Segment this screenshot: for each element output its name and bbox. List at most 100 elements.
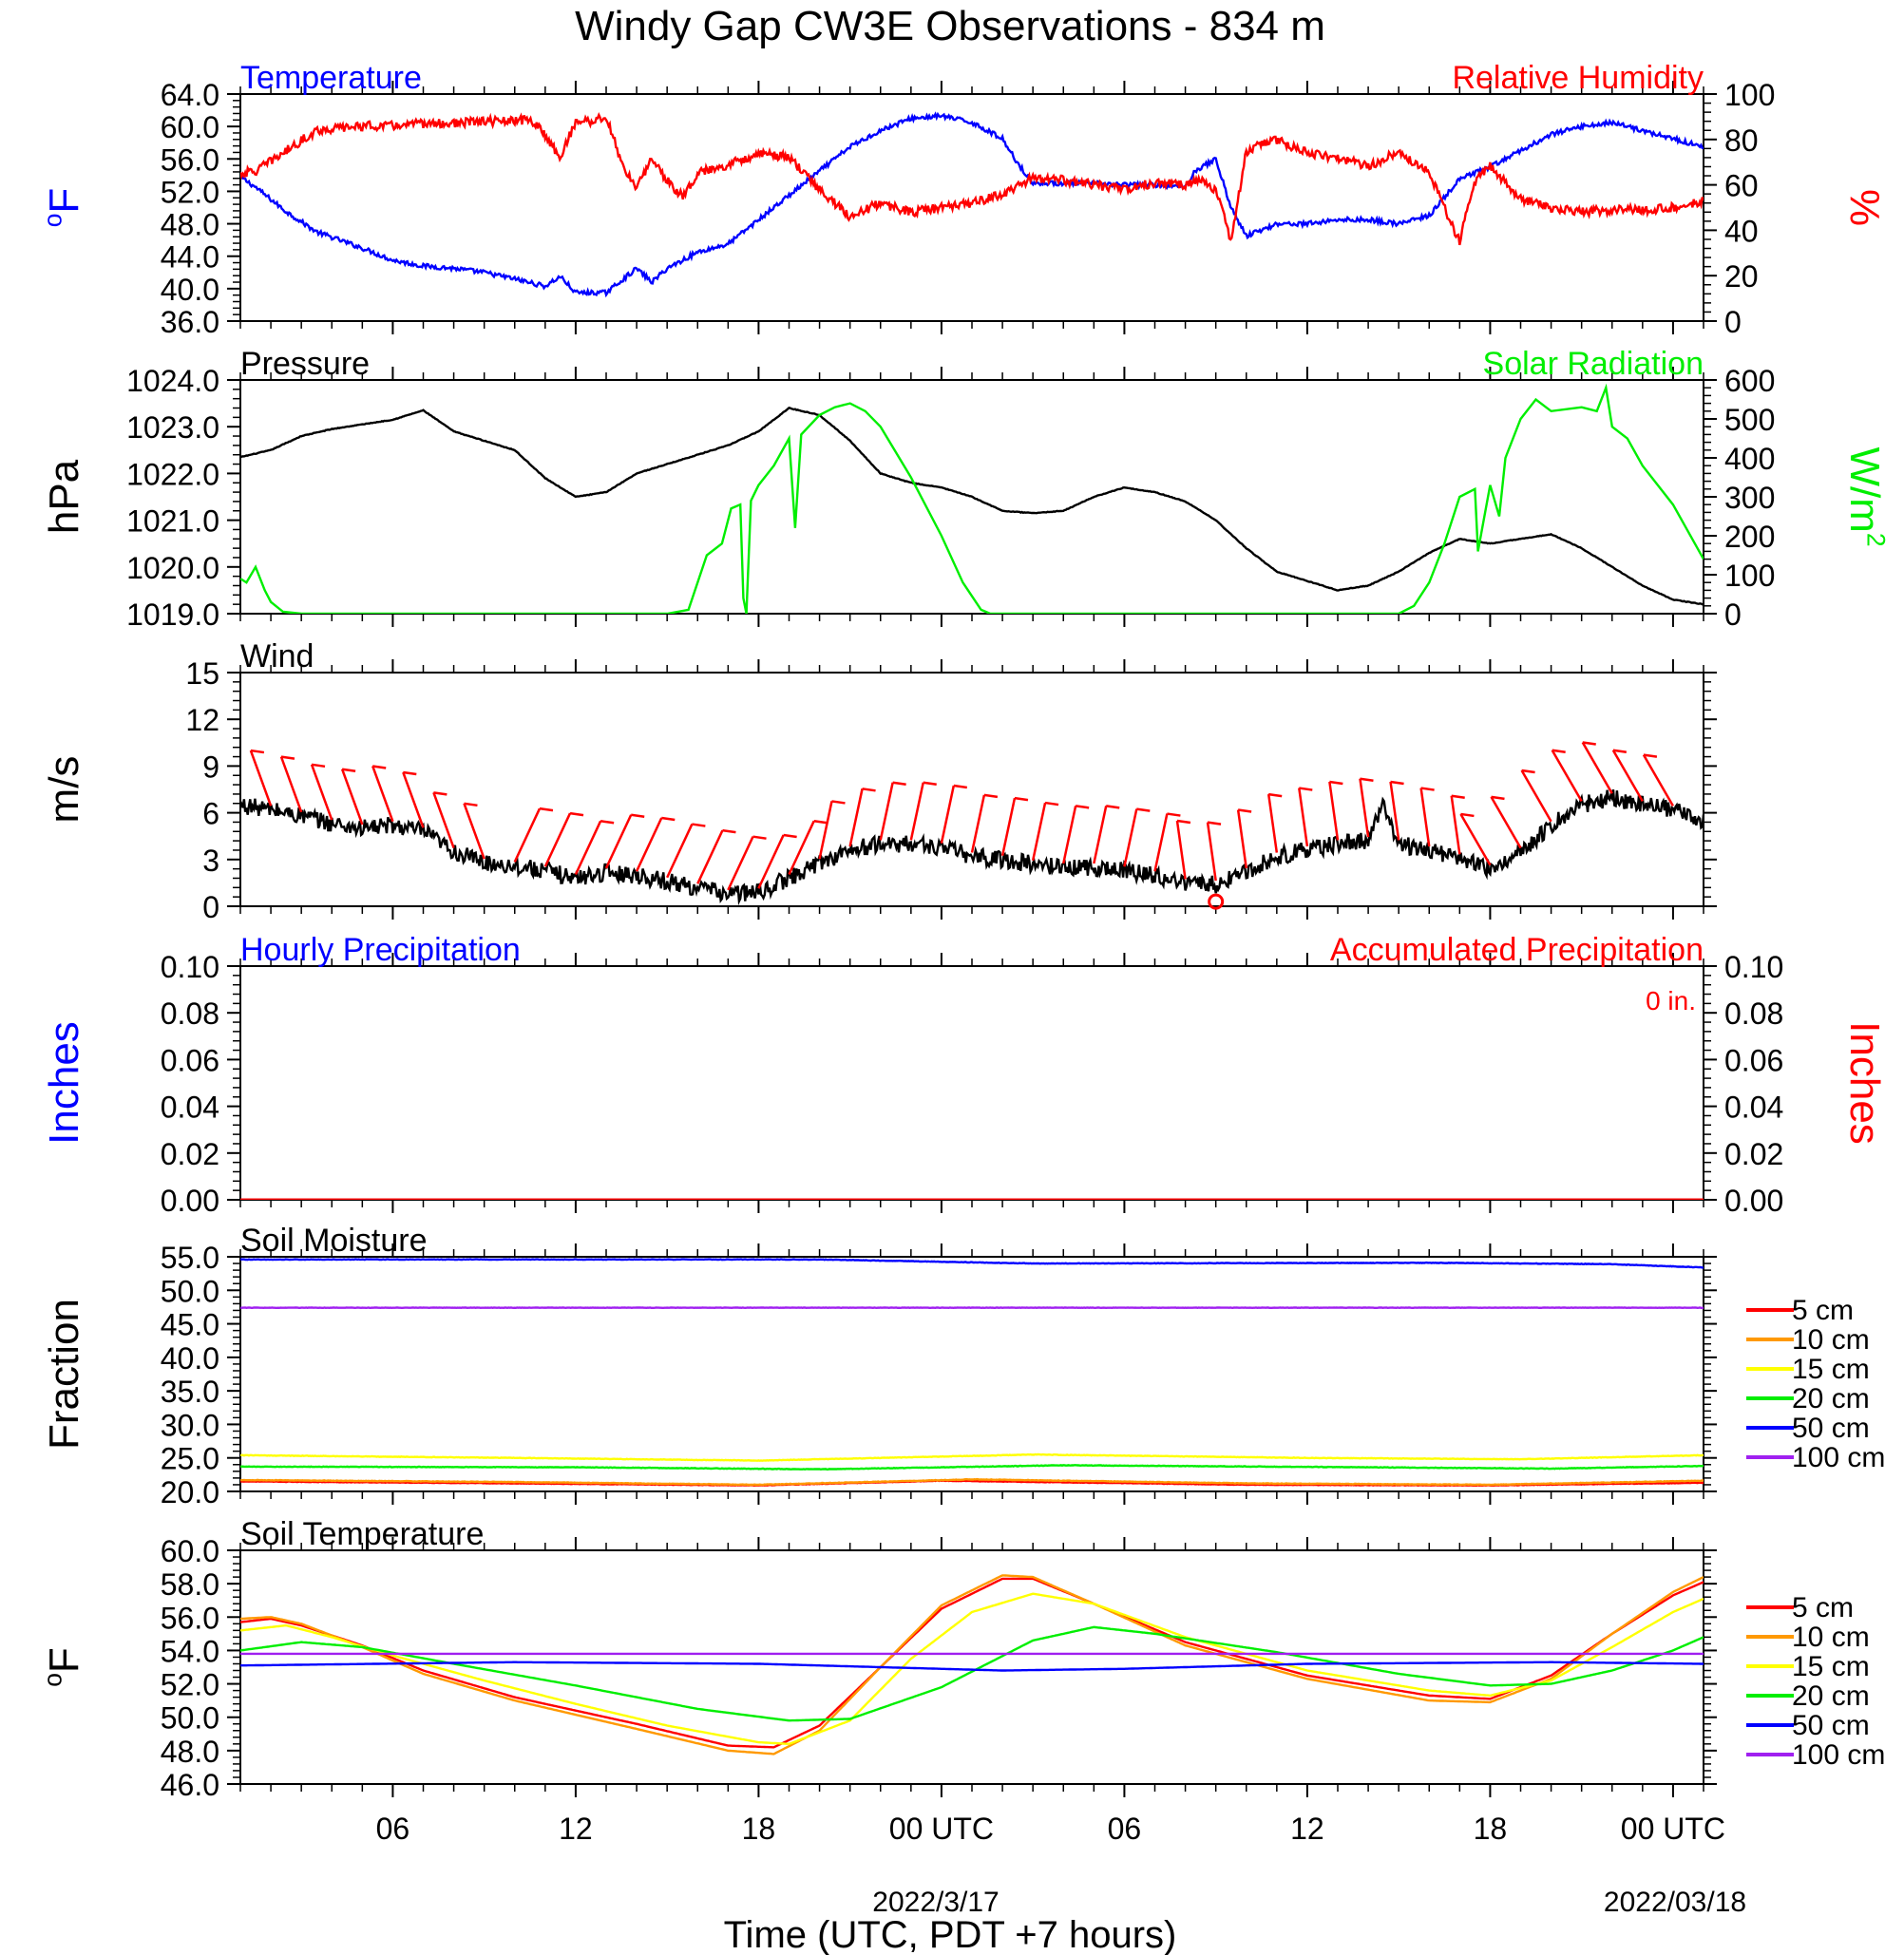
legend-label: 15 cm [1792, 1354, 1870, 1385]
wind-barb-flag [311, 763, 326, 769]
y-tick-label: 9 [202, 750, 219, 784]
wind-barb [818, 801, 833, 860]
y-axis-label-right: Inches [1841, 1021, 1888, 1145]
wind-barb-flag [341, 768, 356, 772]
wind-barb [1328, 781, 1340, 841]
y-tick-label: 0.00 [161, 1184, 219, 1218]
wind-barb-flag [539, 807, 554, 812]
wind-barb-flag [1136, 807, 1151, 812]
y-tick-label: 0.08 [161, 996, 219, 1031]
wind-barb [788, 820, 815, 876]
y-tick-label: 46.0 [161, 1768, 219, 1802]
y-tick-label: 0.02 [161, 1137, 219, 1171]
y-right-tick-label: 0 [1724, 598, 1742, 632]
y-right-tick-label: 100 [1724, 78, 1775, 112]
y-axis-label-right: W/m2 [1841, 446, 1891, 546]
wind-barb [402, 771, 425, 828]
wind-barb-flag [831, 800, 846, 805]
y-tick-label: 1024.0 [126, 364, 219, 398]
y-right-tick-label: 200 [1724, 520, 1775, 554]
legend-label: 15 cm [1792, 1651, 1870, 1682]
legend-label: 50 cm [1792, 1710, 1870, 1741]
y-axis-label-left: hPa [41, 459, 87, 534]
wind-barb-flag [983, 793, 999, 799]
y-right-tick-label: 80 [1724, 123, 1759, 158]
y-tick-label: 1019.0 [126, 598, 219, 632]
wind-barb [940, 785, 956, 844]
wind-barb-flag [722, 828, 736, 834]
wind-barb [696, 829, 724, 884]
wind-barb [879, 782, 894, 841]
y-right-tick-label: 0.10 [1724, 950, 1783, 984]
x-tick-label: 12 [1290, 1812, 1324, 1846]
wind-barb [1359, 778, 1370, 838]
wind-barb-flag [1582, 741, 1596, 746]
y-right-tick-label: 20 [1724, 259, 1759, 294]
series-20-cm [240, 1625, 1704, 1722]
wind-barb-flag [1612, 749, 1628, 753]
wind-barb [463, 803, 486, 860]
wind-barb [1093, 806, 1108, 864]
wind-barb-flag [752, 835, 767, 840]
y-tick-label: 35.0 [161, 1375, 219, 1409]
calm-wind-marker [1208, 893, 1225, 910]
wind-barb-flag [1552, 749, 1566, 753]
series-solar-radiation [240, 383, 1704, 614]
y-tick-label: 20.0 [161, 1475, 219, 1509]
y-tick-label: 55.0 [161, 1241, 219, 1275]
y-tick-label: 50.0 [161, 1701, 219, 1736]
y-tick-label: 60.0 [161, 1534, 219, 1568]
y-right-tick-label: 0.08 [1724, 996, 1783, 1031]
wind-barb [1389, 781, 1400, 841]
wind-barb-flag [953, 784, 967, 789]
y-right-tick-label: 60 [1724, 169, 1759, 203]
panel-0: 36.040.044.048.052.056.060.064.0 0 20 40 60 8… [38, 60, 1888, 339]
series-15-cm [240, 1592, 1704, 1746]
series-relative-humidity [240, 111, 1704, 246]
wind-barb [1642, 754, 1674, 807]
y-tick-label: 12 [185, 703, 219, 737]
wind-barb [513, 807, 542, 863]
legend-label: 20 cm [1792, 1680, 1870, 1712]
wind-barb [310, 764, 333, 821]
series-5-cm [240, 1577, 1704, 1749]
y-tick-label: 30.0 [161, 1408, 219, 1442]
x-tick-label: 12 [559, 1812, 593, 1846]
y-tick-label: 15 [185, 656, 219, 691]
y-tick-label: 44.0 [161, 240, 219, 275]
wind-barb [1490, 796, 1522, 849]
panel-title-left: Temperature [240, 60, 422, 96]
wind-barb-flag [1167, 812, 1181, 817]
panel-title-left: Hourly Precipitation [240, 932, 521, 968]
wind-barb [1000, 797, 1017, 857]
legend-label: 5 cm [1792, 1592, 1854, 1623]
wind-barb [1062, 806, 1077, 864]
wind-barb-flag [1360, 777, 1374, 782]
y-tick-label: 0.04 [161, 1091, 219, 1125]
panel-1: 1019.0 1020.0 1021.0 1022.0 1023.0 1024.0 0 100… [41, 346, 1891, 632]
wind-barb-flag [600, 820, 615, 825]
series-temperature [240, 111, 1704, 298]
panels: 36.040.044.048.052.056.060.064.002040608… [38, 60, 1890, 1802]
y-right-tick-label: 0.04 [1724, 1091, 1783, 1125]
wind-barb [1266, 793, 1279, 853]
y-tick-label: 25.0 [161, 1442, 219, 1476]
date-label-2: 2022/03/18 [1604, 1887, 1746, 1918]
wind-barb [1298, 788, 1309, 847]
time-axis: 06 12 18 00 UTC 06 12 18 00 UTC [376, 1812, 1725, 1846]
wind-barb-flag [280, 755, 295, 760]
x-tick-label: 06 [376, 1812, 410, 1846]
legend-label: 50 cm [1792, 1413, 1870, 1444]
wind-barb-flag [1237, 808, 1252, 813]
x-tick-label: 18 [742, 1812, 776, 1846]
y-tick-label: 60.0 [161, 110, 219, 144]
y-tick-label: 64.0 [161, 78, 219, 112]
panel-title-left: Wind [240, 638, 314, 674]
wind-barb-flag [1451, 794, 1465, 800]
wind-barb [1611, 750, 1644, 803]
x-tick-label: 00 UTC [1621, 1812, 1725, 1846]
wind-barb-flag [1207, 821, 1222, 826]
legend-label: 5 cm [1792, 1295, 1854, 1326]
y-right-tick-label: 500 [1724, 403, 1775, 437]
